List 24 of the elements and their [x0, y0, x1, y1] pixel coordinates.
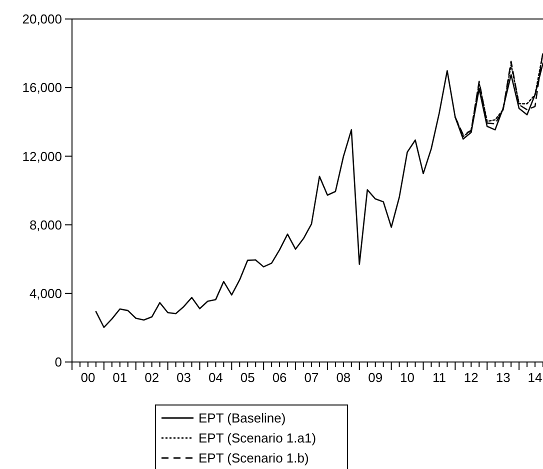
y-tick-label: 12,000	[22, 148, 62, 164]
x-tick-label: 14	[528, 370, 542, 385]
y-tick-label: 8,000	[29, 217, 62, 232]
x-tick-label: 00	[80, 370, 96, 385]
legend-label: EPT (Scenario 1.b)	[198, 450, 309, 466]
x-tick-label: 01	[112, 370, 128, 385]
x-tick-label: 06	[272, 370, 287, 385]
x-tick-label: 02	[144, 370, 160, 385]
x-tick-label: 12	[464, 370, 478, 385]
y-tick-label: 20,000	[22, 12, 62, 27]
y-tick-label: 4,000	[29, 286, 62, 301]
x-tick-label: 04	[208, 370, 223, 385]
x-tick-label: 09	[368, 370, 383, 385]
x-tick-label: 05	[240, 370, 255, 385]
x-tick-label: 08	[336, 370, 351, 385]
legend-label: EPT (Baseline)	[198, 410, 286, 426]
x-tick-label: 11	[432, 370, 446, 385]
x-tick-label: 07	[304, 370, 319, 385]
x-tick-label: 10	[400, 370, 415, 385]
x-tick-label: 13	[496, 370, 510, 385]
y-tick-label: 16,000	[22, 80, 62, 96]
legend-label: EPT (Scenario 1.a1)	[198, 430, 316, 446]
y-tick-label: 0	[54, 354, 62, 370]
x-tick-label: 03	[176, 370, 191, 385]
